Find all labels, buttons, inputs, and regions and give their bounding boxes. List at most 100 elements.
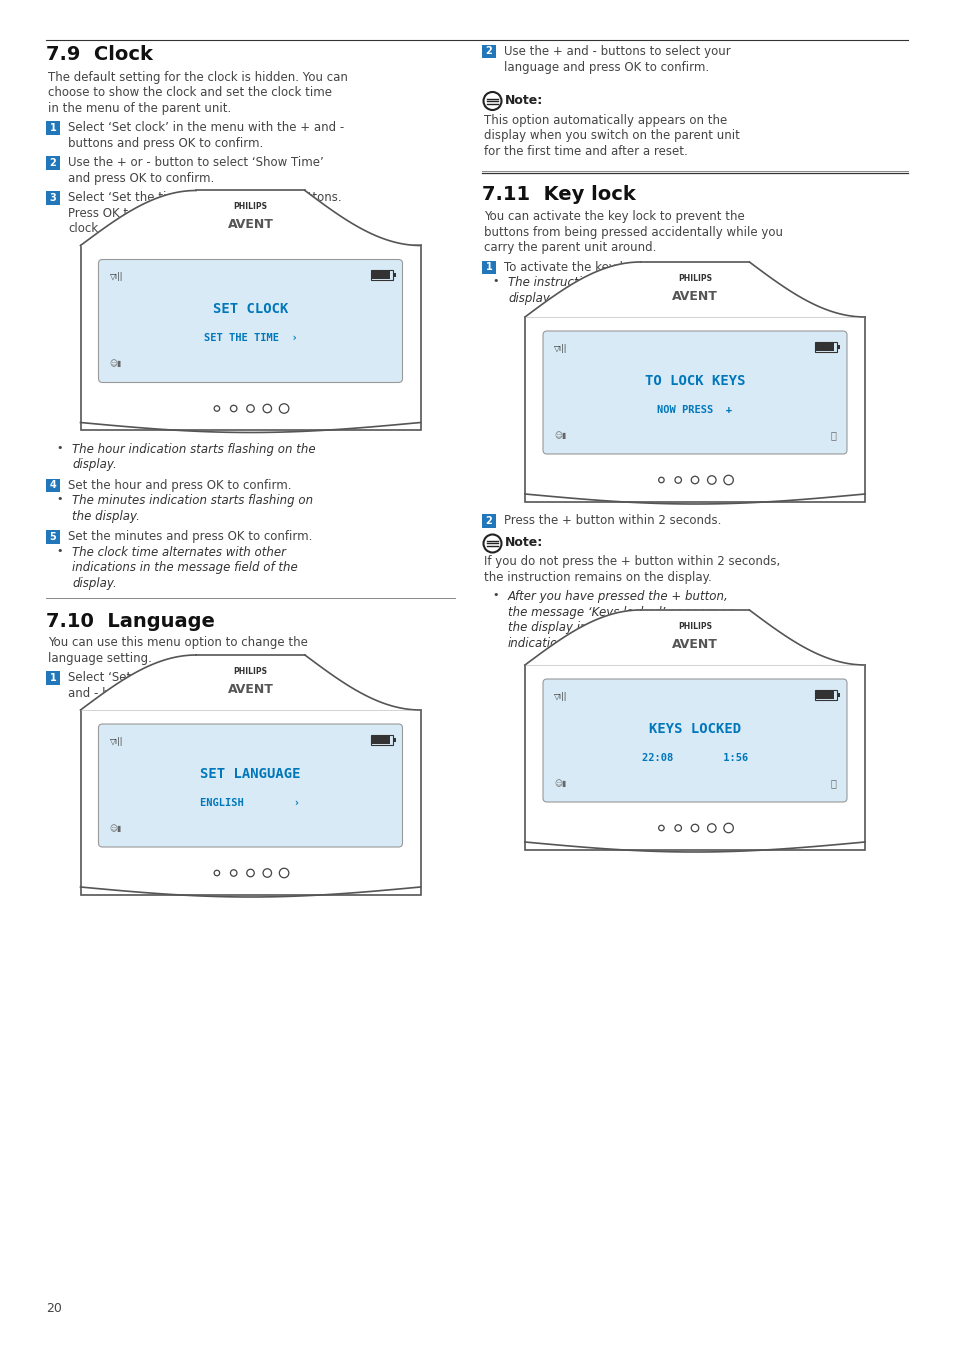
Polygon shape — [524, 610, 864, 666]
Text: 22:08        1:56: 22:08 1:56 — [641, 753, 747, 763]
FancyBboxPatch shape — [392, 274, 395, 278]
FancyBboxPatch shape — [371, 271, 389, 279]
Text: display.: display. — [71, 576, 116, 590]
Text: 2: 2 — [50, 158, 56, 167]
Text: ▽ı||: ▽ı|| — [554, 344, 567, 352]
Text: clock.: clock. — [68, 223, 102, 235]
FancyBboxPatch shape — [524, 317, 864, 502]
Text: SET THE TIME  ›: SET THE TIME › — [203, 333, 297, 343]
Text: TO LOCK KEYS: TO LOCK KEYS — [644, 374, 744, 387]
Text: choose to show the clock and set the clock time: choose to show the clock and set the clo… — [48, 86, 332, 100]
Text: ☺▮: ☺▮ — [554, 431, 566, 440]
Text: PHILIPS: PHILIPS — [233, 202, 267, 212]
FancyBboxPatch shape — [815, 691, 833, 699]
Text: •: • — [56, 443, 63, 454]
Text: 7.10  Language: 7.10 Language — [46, 613, 214, 632]
Text: 4: 4 — [50, 481, 56, 490]
Text: Note:: Note: — [504, 536, 542, 549]
Text: The hour indication starts flashing on the: The hour indication starts flashing on t… — [71, 443, 315, 456]
Text: This option automatically appears on the: This option automatically appears on the — [483, 113, 726, 127]
Text: Set the minutes and press OK to confirm.: Set the minutes and press OK to confirm. — [68, 531, 312, 544]
Text: AVENT: AVENT — [228, 219, 274, 231]
FancyBboxPatch shape — [392, 738, 395, 742]
FancyBboxPatch shape — [46, 479, 60, 493]
FancyBboxPatch shape — [46, 157, 60, 170]
Text: the display.: the display. — [71, 510, 140, 522]
Text: The instruction to press + appears on the: The instruction to press + appears on th… — [507, 277, 754, 289]
FancyBboxPatch shape — [542, 679, 846, 802]
Text: ⏻: ⏻ — [829, 431, 835, 440]
FancyBboxPatch shape — [836, 693, 840, 697]
Text: PHILIPS: PHILIPS — [233, 667, 267, 676]
Text: ▽ı||: ▽ı|| — [110, 273, 123, 282]
FancyBboxPatch shape — [836, 346, 840, 350]
Text: •: • — [493, 277, 498, 286]
FancyBboxPatch shape — [80, 710, 420, 895]
Text: PHILIPS: PHILIPS — [678, 622, 711, 630]
FancyBboxPatch shape — [371, 736, 389, 744]
Text: NOW PRESS  +: NOW PRESS + — [657, 405, 732, 414]
Polygon shape — [524, 262, 864, 317]
Text: 1: 1 — [50, 123, 56, 134]
FancyBboxPatch shape — [482, 514, 496, 528]
Text: ☺▮: ☺▮ — [554, 779, 566, 788]
Text: •: • — [56, 545, 63, 556]
Text: 1: 1 — [50, 674, 56, 683]
Text: 3: 3 — [50, 193, 56, 202]
Polygon shape — [80, 190, 420, 246]
Text: PHILIPS: PHILIPS — [678, 274, 711, 284]
Text: Select ‘Set language’ in the menu with the +: Select ‘Set language’ in the menu with t… — [68, 671, 335, 684]
Text: display.: display. — [507, 292, 552, 305]
Text: 1: 1 — [485, 262, 492, 273]
Text: 5: 5 — [50, 532, 56, 541]
Text: Select ‘Set the time’ with the + and - buttons.: Select ‘Set the time’ with the + and - b… — [68, 192, 341, 204]
Text: The default setting for the clock is hidden. You can: The default setting for the clock is hid… — [48, 72, 348, 84]
FancyBboxPatch shape — [482, 45, 496, 58]
FancyBboxPatch shape — [524, 666, 864, 850]
Text: If you do not press the + button within 2 seconds,: If you do not press the + button within … — [483, 555, 780, 568]
FancyBboxPatch shape — [46, 671, 60, 684]
Text: language and press OK to confirm.: language and press OK to confirm. — [503, 61, 708, 73]
Text: for the first time and after a reset.: for the first time and after a reset. — [483, 144, 687, 158]
Text: AVENT: AVENT — [671, 637, 718, 651]
Text: the message ‘Keys locked’ appears on: the message ‘Keys locked’ appears on — [507, 606, 735, 620]
Text: and press OK to confirm.: and press OK to confirm. — [68, 171, 214, 185]
Text: in the menu of the parent unit.: in the menu of the parent unit. — [48, 103, 231, 115]
Text: You can activate the key lock to prevent the: You can activate the key lock to prevent… — [483, 211, 744, 224]
Text: To activate the key lock, press OK.: To activate the key lock, press OK. — [503, 261, 706, 274]
Text: 2: 2 — [485, 516, 492, 526]
Text: Press the + button within 2 seconds.: Press the + button within 2 seconds. — [503, 514, 720, 528]
Text: ENGLISH        ›: ENGLISH › — [200, 798, 300, 807]
Text: 20: 20 — [46, 1301, 62, 1315]
FancyBboxPatch shape — [815, 343, 833, 351]
Text: You can use this menu option to change the: You can use this menu option to change t… — [48, 636, 308, 649]
Text: buttons and press OK to confirm.: buttons and press OK to confirm. — [68, 136, 263, 150]
Polygon shape — [80, 655, 420, 710]
Text: AVENT: AVENT — [228, 683, 274, 695]
Text: 7.9  Clock: 7.9 Clock — [46, 45, 152, 63]
Text: the display instead of the temperature: the display instead of the temperature — [507, 621, 736, 634]
Text: ☺▮: ☺▮ — [110, 824, 122, 833]
FancyBboxPatch shape — [98, 724, 402, 846]
Text: 2: 2 — [485, 46, 492, 57]
Text: After you have pressed the + button,: After you have pressed the + button, — [507, 590, 728, 603]
Text: display when you switch on the parent unit: display when you switch on the parent un… — [483, 130, 740, 143]
Text: 7.11  Key lock: 7.11 Key lock — [481, 185, 635, 204]
Text: KEYS LOCKED: KEYS LOCKED — [648, 722, 740, 736]
Text: buttons from being pressed accidentally while you: buttons from being pressed accidentally … — [483, 225, 782, 239]
Text: the instruction remains on the display.: the instruction remains on the display. — [483, 571, 711, 585]
Text: ▽ı||: ▽ı|| — [554, 693, 567, 701]
Text: SET LANGUAGE: SET LANGUAGE — [200, 767, 300, 782]
Text: Use the + and - buttons to select your: Use the + and - buttons to select your — [503, 45, 730, 58]
FancyBboxPatch shape — [80, 246, 420, 431]
Text: ▽ı||: ▽ı|| — [110, 737, 123, 747]
FancyBboxPatch shape — [542, 331, 846, 454]
Text: Set the hour and press OK to confirm.: Set the hour and press OK to confirm. — [68, 479, 292, 491]
FancyBboxPatch shape — [482, 261, 496, 274]
Text: indications in the message field of the: indications in the message field of the — [71, 562, 297, 575]
FancyBboxPatch shape — [46, 122, 60, 135]
Text: Use the + or - button to select ‘Show Time’: Use the + or - button to select ‘Show Ti… — [68, 157, 323, 170]
Text: Select ‘Set clock’ in the menu with the + and -: Select ‘Set clock’ in the menu with the … — [68, 122, 344, 135]
Text: carry the parent unit around.: carry the parent unit around. — [483, 242, 656, 255]
FancyBboxPatch shape — [46, 531, 60, 544]
